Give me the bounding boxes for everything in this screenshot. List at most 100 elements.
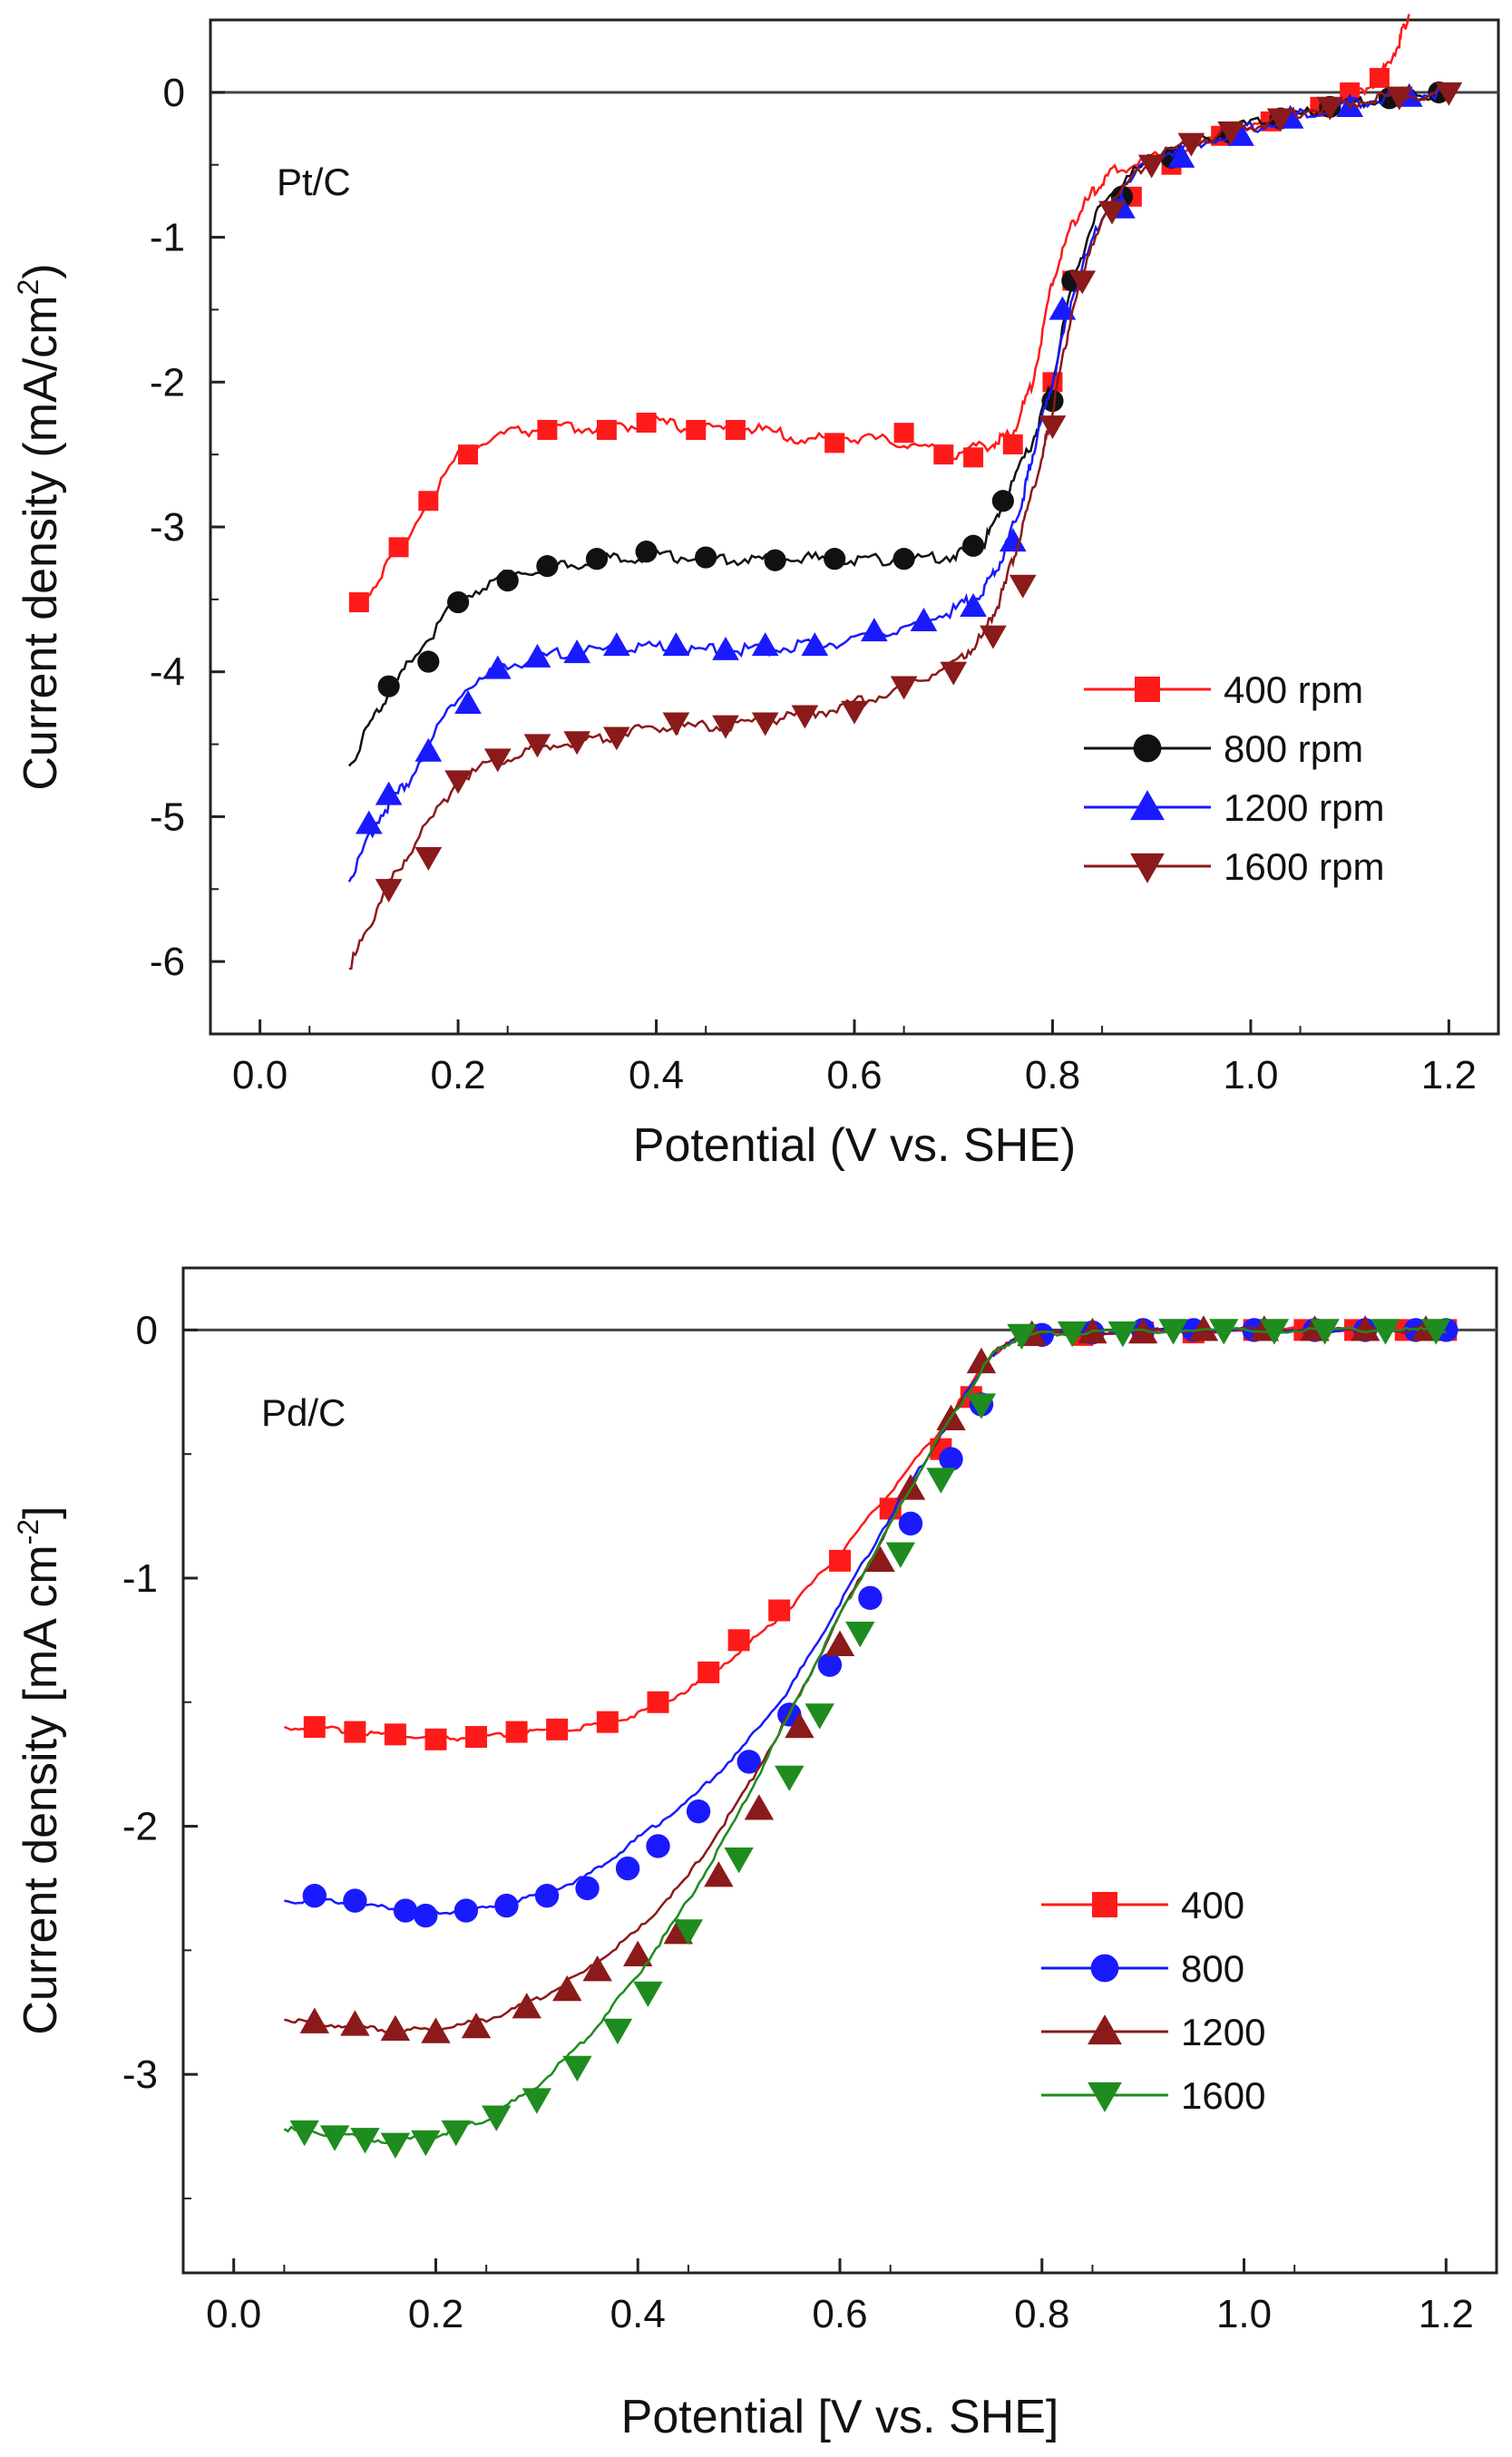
- data-point: [496, 569, 519, 592]
- data-point: [673, 1919, 704, 1945]
- data-point: [1068, 270, 1097, 295]
- data-point: [939, 1447, 963, 1471]
- data-point: [895, 1474, 926, 1500]
- data-point: [415, 737, 443, 762]
- y-tick-label: 0: [163, 71, 185, 115]
- data-point: [727, 1629, 750, 1652]
- data-point: [785, 1711, 815, 1739]
- data-point: [1435, 82, 1463, 106]
- data-point: [704, 1861, 734, 1887]
- data-point: [635, 541, 658, 563]
- data-point: [817, 1653, 843, 1677]
- data-point: [697, 1661, 720, 1683]
- data-point: [344, 1721, 366, 1743]
- data-point: [898, 1511, 923, 1536]
- data-point: [596, 419, 617, 440]
- data-point: [858, 1585, 883, 1611]
- data-point: [1167, 143, 1195, 168]
- data-point: [841, 700, 868, 725]
- data-point: [725, 419, 746, 440]
- data-point: [483, 748, 512, 773]
- data-point: [662, 632, 690, 657]
- data-point: [512, 1993, 541, 2019]
- y-tick-label: -4: [150, 650, 185, 695]
- data-point: [299, 2007, 329, 2033]
- data-point: [751, 712, 779, 736]
- data-point: [582, 1955, 612, 1982]
- pt-c-chart-panel: 0.0 0.2 0.4 0.6 0.8 1.0 1.2 0 -1 -2 -3 -4 -5 -6 Potent…: [12, 14, 1500, 1172]
- x-tick-label: 0.8: [1025, 1053, 1080, 1097]
- data-point: [482, 2105, 512, 2131]
- legend: 400 rpm 800 rpm 1200 rpm 1600 rpm: [1084, 668, 1384, 888]
- data-point: [926, 1467, 956, 1494]
- data-point: [686, 1799, 711, 1824]
- legend: 400 800 1200 1600: [1041, 1884, 1265, 2117]
- data-point: [1420, 1319, 1451, 1345]
- data-point: [1316, 96, 1344, 121]
- data-point: [860, 618, 888, 642]
- x-tick-label: 1.0: [1223, 1053, 1278, 1097]
- data-point: [623, 1940, 653, 1966]
- y-tick-label: -1: [122, 1556, 158, 1601]
- data-point: [980, 625, 1007, 649]
- data-point: [933, 444, 954, 465]
- series-1600: [283, 1319, 1451, 2159]
- data-point: [418, 491, 439, 512]
- data-point: [534, 1883, 560, 1908]
- data-point: [724, 1847, 754, 1874]
- pd-c-chart-panel: 0.0 0.2 0.4 0.6 0.8 1.0 1.2 0 -1 -2 -3 Potential [V…: [12, 1266, 1498, 2443]
- y-tick-label: 0: [136, 1308, 158, 1352]
- data-point: [393, 1898, 418, 1923]
- data-point: [966, 1393, 997, 1419]
- data-point: [801, 632, 829, 657]
- data-point: [1039, 415, 1067, 440]
- data-point: [319, 2125, 350, 2151]
- x-tick-label: 1.2: [1419, 2292, 1474, 2336]
- data-point: [615, 1856, 640, 1881]
- data-point: [375, 879, 403, 903]
- data-point: [991, 490, 1014, 512]
- data-point: [893, 548, 915, 570]
- data-point: [546, 1718, 569, 1740]
- data-point: [744, 1794, 775, 1820]
- legend-marker: [1088, 2014, 1122, 2045]
- data-point: [893, 423, 914, 444]
- data-point: [523, 734, 551, 758]
- data-point: [712, 715, 739, 739]
- y-tick-label: -5: [150, 795, 185, 839]
- x-tick-label: 0.6: [812, 2292, 867, 2336]
- legend-label: 1600 rpm: [1224, 845, 1384, 888]
- legend-marker: [1130, 790, 1165, 821]
- data-point: [461, 2012, 492, 2039]
- data-point: [417, 650, 440, 673]
- data-point: [1049, 296, 1077, 320]
- data-point: [377, 675, 400, 697]
- data-point: [1217, 121, 1244, 145]
- data-point: [350, 2128, 380, 2154]
- data-point: [940, 661, 968, 686]
- data-point: [1137, 154, 1166, 179]
- data-point: [343, 1888, 367, 1913]
- x-tick-label: 0.2: [430, 1053, 485, 1097]
- data-point: [522, 2088, 552, 2114]
- legend-marker: [1135, 677, 1160, 702]
- data-point: [662, 712, 690, 736]
- data-point: [441, 2120, 471, 2147]
- x-tick-label: 0.2: [408, 2292, 463, 2336]
- data-point: [636, 413, 657, 434]
- data-point: [483, 655, 512, 679]
- data-point: [563, 639, 591, 664]
- data-point: [805, 1703, 834, 1730]
- data-point: [791, 705, 819, 729]
- legend-marker: [1133, 734, 1162, 763]
- x-tick-label: 0.6: [826, 1053, 882, 1097]
- data-point: [602, 632, 630, 657]
- data-point: [375, 781, 403, 805]
- data-point: [966, 1347, 997, 1374]
- data-point: [1177, 132, 1205, 157]
- x-tick-label: 0.4: [629, 1053, 684, 1097]
- y-axis-title-text: Current density (mA/cm: [15, 295, 67, 790]
- panel-label: Pt/C: [277, 161, 351, 203]
- data-point: [647, 1691, 669, 1713]
